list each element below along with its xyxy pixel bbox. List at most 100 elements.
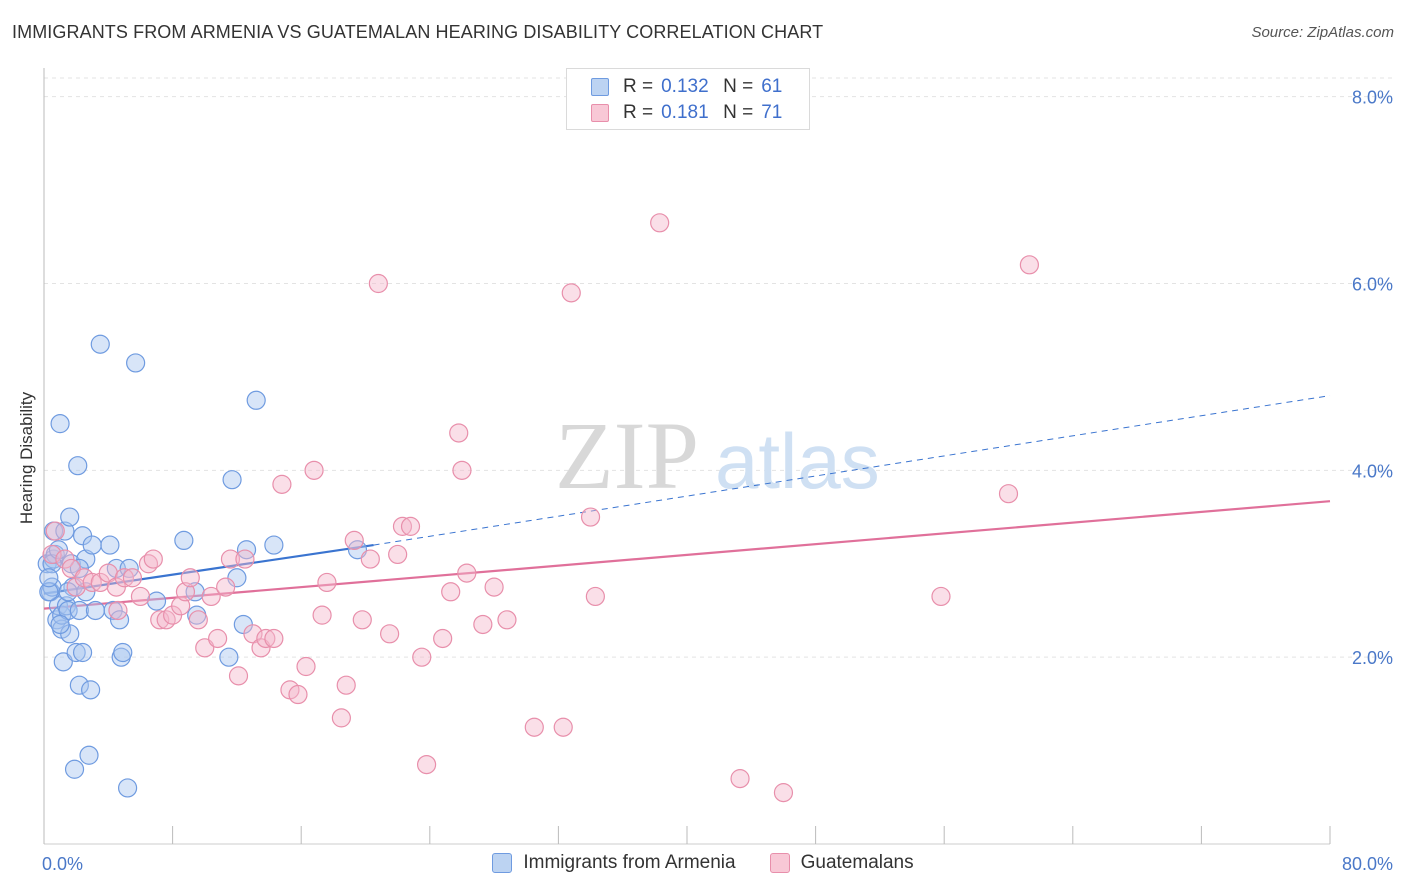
- guatemalans-point: [931, 586, 951, 607]
- armenia-point: [60, 507, 80, 527]
- guatemalans-point: [256, 628, 276, 649]
- armenia-point: [103, 600, 123, 621]
- trend-layer: [43, 395, 1331, 610]
- armenia-point: [174, 530, 194, 551]
- guatemalans-point: [251, 638, 271, 658]
- guatemalans-point: [208, 628, 228, 649]
- armenia-point: [76, 549, 96, 569]
- guatemalans-point: [114, 568, 134, 588]
- armenia-point: [113, 642, 133, 663]
- guatemalans-point: [730, 769, 750, 789]
- armenia-point: [117, 778, 138, 798]
- watermark-zip: ZIP: [555, 402, 699, 509]
- y-tick-label: 4.0%: [1352, 461, 1393, 481]
- guatemalans-point: [352, 610, 372, 630]
- guatemalans-point: [304, 460, 324, 480]
- guatemalans-point: [452, 460, 472, 480]
- guatemalans-point: [55, 549, 75, 569]
- guatemalans-point: [449, 423, 469, 443]
- stats-row-guatemalans: R = 0.181 N = 71: [591, 101, 782, 125]
- guatemalans-point: [61, 558, 81, 579]
- guatemalans-point: [216, 577, 236, 597]
- n-label: N =: [723, 102, 754, 123]
- y-tick-label: 8.0%: [1352, 88, 1393, 108]
- legend-label: Guatemalans: [800, 852, 914, 873]
- guatemalans-point: [484, 577, 504, 597]
- guatemalans-point: [272, 474, 292, 494]
- guatemalans-point: [416, 754, 437, 775]
- watermark-atlas: atlas: [715, 417, 880, 505]
- armenia-point: [100, 535, 120, 555]
- armenia-point: [79, 745, 99, 765]
- guatemalans-point: [580, 507, 601, 527]
- armenia-point: [126, 353, 146, 373]
- guatemalans-point: [201, 586, 221, 607]
- armenia-point: [64, 759, 85, 779]
- r-value: 0.181: [661, 102, 709, 123]
- armenia-point: [246, 390, 266, 410]
- armenia-legend-swatch: [492, 853, 513, 873]
- armenia-point: [50, 614, 70, 635]
- guatemalans-point: [288, 684, 308, 705]
- x-tick-label-min: 0.0%: [42, 854, 83, 874]
- armenia-point: [66, 642, 86, 663]
- guatemalans-point: [296, 656, 316, 677]
- guatemalans-point: [585, 586, 605, 607]
- stats-legend: R = 0.132 N = 61 R = 0.181 N = 71: [566, 68, 810, 130]
- guatemalans-point: [392, 516, 413, 536]
- guatemalans-point: [264, 628, 284, 649]
- guatemalans-point: [457, 563, 477, 583]
- y-tick-label: 2.0%: [1352, 648, 1393, 668]
- legend-item-guatemalans[interactable]: Guatemalans: [769, 852, 914, 874]
- axis-layer: 2.0% 4.0% 6.0% 8.0% 0.0% 80.0%: [42, 68, 1393, 874]
- stats-row-armenia: R = 0.132 N = 61: [591, 75, 782, 99]
- guatemalans-point: [773, 783, 794, 803]
- armenia-point: [81, 680, 101, 700]
- guatemalans-point: [108, 600, 128, 621]
- guatemalans-point: [150, 610, 170, 630]
- guatemalans-point: [195, 638, 215, 658]
- armenia-point: [146, 591, 167, 611]
- armenia-point: [219, 647, 239, 667]
- guatemalans-point: [188, 610, 208, 630]
- guatemalans-point: [344, 530, 364, 551]
- r-label: R =: [623, 76, 654, 97]
- guatemalans-point: [42, 544, 62, 565]
- n-value: 61: [761, 76, 783, 97]
- r-value: 0.132: [661, 76, 709, 97]
- guatemalans-point: [312, 605, 332, 625]
- watermark: ZIP atlas: [555, 402, 880, 509]
- guatemalans-point: [380, 624, 400, 644]
- y-axis-title: Hearing Disability: [17, 391, 36, 524]
- guatemalans-point: [180, 568, 200, 588]
- guatemalans-point: [400, 516, 421, 536]
- guatemalans-point: [130, 586, 151, 607]
- armenia-point: [39, 582, 59, 602]
- armenia-trendline: [43, 543, 374, 595]
- armenia-point: [227, 568, 247, 588]
- guatemalans-point: [998, 484, 1019, 504]
- guatemalans-point: [235, 549, 255, 569]
- armenia-point: [69, 675, 89, 695]
- points-layer: [37, 213, 1039, 803]
- armenia-point: [69, 600, 89, 621]
- legend-item-armenia[interactable]: Immigrants from Armenia: [492, 852, 736, 874]
- armenia-swatch: [591, 78, 609, 96]
- armenia-point: [50, 414, 70, 434]
- guatemalans-swatch: [591, 104, 609, 122]
- legend-label: Immigrants from Armenia: [523, 852, 736, 873]
- guatemalans-point: [497, 610, 517, 630]
- guatemalans-point: [45, 521, 65, 541]
- guatemalans-point: [360, 549, 380, 569]
- guatemalans-trendline: [43, 500, 1331, 610]
- armenia-point: [85, 600, 106, 621]
- series-legend: Immigrants from Armenia Guatemalans: [0, 852, 1406, 874]
- guatemalans-point: [650, 213, 670, 233]
- armenia-point: [68, 456, 88, 476]
- guatemalans-point: [553, 717, 573, 737]
- n-label: N =: [723, 76, 754, 97]
- r-label: R =: [623, 102, 654, 123]
- guatemalans-point: [220, 549, 241, 569]
- guatemalans-point: [122, 568, 143, 588]
